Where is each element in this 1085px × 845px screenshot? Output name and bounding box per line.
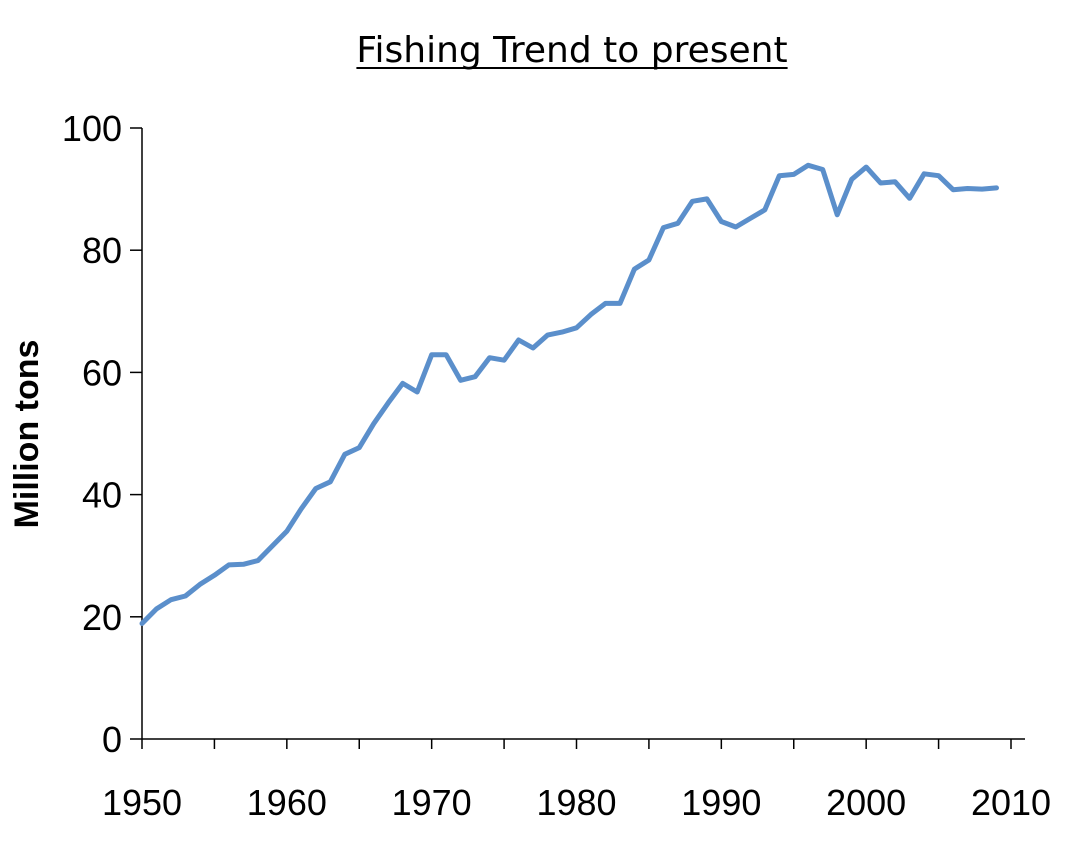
series-group bbox=[139, 162, 999, 626]
y-tick-label: 60 bbox=[82, 352, 122, 393]
x-tick-label: 1950 bbox=[102, 782, 182, 823]
x-tick-label: 1980 bbox=[536, 782, 616, 823]
chart-title: Fishing Trend to present bbox=[356, 30, 787, 71]
x-tick-label: 2010 bbox=[971, 782, 1051, 823]
y-tick-label: 80 bbox=[82, 230, 122, 271]
x-tick-label: 1960 bbox=[247, 782, 327, 823]
y-axis-label: Million tons bbox=[8, 340, 46, 529]
x-tick-label: 1970 bbox=[392, 782, 472, 823]
x-axis-ticks: 1950 1960 1970 1980 1990 2000 2010 bbox=[102, 739, 1051, 823]
y-tick-label: 100 bbox=[62, 108, 122, 149]
y-axis-ticks: 0 20 40 60 80 100 bbox=[62, 108, 142, 760]
y-tick-label: 40 bbox=[82, 475, 122, 516]
y-tick-label: 20 bbox=[82, 597, 122, 638]
axes bbox=[141, 128, 1025, 740]
y-tick-label: 0 bbox=[102, 719, 122, 760]
x-tick-label: 1990 bbox=[681, 782, 761, 823]
series-line bbox=[139, 162, 999, 626]
x-tick-label: 2000 bbox=[826, 782, 906, 823]
